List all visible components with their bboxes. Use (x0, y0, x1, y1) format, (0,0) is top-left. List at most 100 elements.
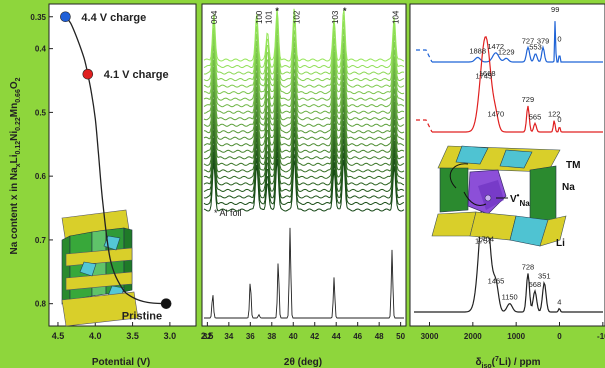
panel-b-x-tick-label: 42 (310, 332, 319, 341)
nmr-peak-label: 351 (538, 272, 551, 281)
panel-a-y-tick-label: 0.4 (35, 45, 47, 54)
panel-a-voltage-curve (64, 16, 167, 305)
label-na: Na (562, 182, 575, 193)
nmr-peak-label: 553 (529, 43, 542, 52)
nmr-peak-label: 568 (529, 280, 542, 289)
peak-label: 004 (210, 10, 219, 24)
state-label: Pristine (122, 311, 162, 323)
xrd-pattern (203, 92, 405, 147)
xrd-pattern (203, 159, 405, 212)
nmr-peak-label: 1668 (479, 69, 496, 78)
nmr-spectrum (414, 184, 603, 313)
xrd-pattern (203, 73, 405, 127)
panel-a-y-tick-label: 0.8 (35, 300, 47, 309)
panel-b-x-tick-label: 32 (203, 332, 212, 341)
panel-a-y-tick-label: 0.6 (35, 172, 47, 181)
panel-b: 004 100 101 * 102 103 * 104 * Al foil 32 34 36 38 4… (201, 3, 407, 368)
xrd-pattern (203, 144, 405, 199)
xrd-pattern (203, 151, 405, 206)
label-li: Li (556, 238, 565, 249)
panel-a-y-tick-label: 0.35 (30, 13, 46, 22)
nmr-peak-label: 1150 (502, 293, 518, 302)
panel-a-x-tick-label: 3.0 (164, 331, 177, 341)
spectrum-dashed-lead (416, 49, 433, 63)
label-vacancy: V•Na (510, 191, 530, 208)
panel-c-x-tick-label: -10 (597, 332, 605, 341)
nmr-peak-label: 99 (551, 5, 559, 14)
state-marker (160, 298, 172, 309)
panel-b-x-axis: 32 34 36 38 40 42 44 46 48 50 (203, 322, 406, 341)
xrd-pattern (203, 132, 405, 186)
panel-b-x-tick-label: 38 (267, 332, 276, 341)
panel-b-peak-labels: 004 100 101 * 102 103 * 104 (210, 6, 400, 24)
panel-a-y-axis: 0.35 0.4 0.5 0.6 0.7 0.8 (30, 13, 53, 309)
nmr-spectrum (432, 36, 603, 133)
xrd-pattern (203, 66, 405, 121)
peak-label: 104 (391, 10, 400, 24)
xrd-pattern (203, 47, 405, 101)
xrd-pattern (203, 20, 405, 75)
panel-c-x-axis: 3000 2000 1000 0 -10 (421, 322, 605, 341)
panel-b-stacked-patterns (203, 8, 405, 212)
state-label: 4.1 V charge (104, 69, 169, 81)
nmr-peak-label: 1472 (487, 42, 504, 51)
panel-a-y-tick-label: 0.7 (35, 236, 47, 245)
nmr-peak-label: 4 (557, 298, 561, 307)
state-marker (60, 11, 71, 23)
panel-b-x-tick-label: 44 (332, 332, 341, 341)
xrd-pattern (203, 98, 405, 153)
layered-structure-illustration (61, 209, 139, 327)
xrd-pattern (203, 41, 405, 95)
state-marker (82, 68, 94, 80)
panel-b-x-tick-label: 48 (375, 332, 384, 341)
nmr-peak-label: 0 (557, 115, 561, 124)
xrd-pattern (203, 87, 405, 140)
spectrum-dashed-lead (416, 119, 433, 133)
panel-a-ylabel: Na content x in NaxLi0.12Ni0.22Mn0.66O2 (9, 77, 22, 254)
nmr-peak-label: 1229 (498, 47, 515, 56)
xrd-pattern (203, 120, 405, 173)
panel-c-x-tick-label: 3000 (421, 332, 439, 341)
panel-b-x-tick-label: 40 (289, 332, 298, 341)
al-foil-annotation: * Al foil (214, 208, 242, 218)
xrd-pattern (203, 105, 405, 160)
panel-b-x-tick-label: 36 (246, 332, 255, 341)
nmr-peak-label: 729 (522, 95, 535, 104)
panel-c-xlabel: δiso(7Li) / ppm (475, 356, 540, 368)
peak-label: 101 (265, 10, 274, 24)
panel-a: Na content x in NaxLi0.12Ni0.22Mn0.66O2 … (9, 3, 214, 368)
panel-c-spectra (414, 21, 603, 313)
nmr-peak-label: 728 (522, 263, 535, 272)
peak-label: * (275, 6, 279, 16)
xrd-pattern (203, 81, 405, 134)
nmr-peak-label: 1704 (477, 235, 494, 244)
xrd-pattern (203, 35, 405, 88)
panel-b-xlabel: 2θ (deg) (284, 357, 322, 368)
panel-a-x-tick-label: 4.0 (89, 331, 102, 341)
label-tm: TM (566, 160, 580, 171)
peak-label: 100 (255, 10, 264, 24)
panel-c-x-tick-label: 2000 (464, 332, 482, 341)
panel-a-x-tick-label: 4.5 (52, 331, 65, 341)
nmr-peak-label: 565 (529, 112, 542, 121)
xrd-pattern (203, 27, 405, 82)
state-label: 4.4 V charge (81, 12, 146, 24)
panel-a-xlabel: Potential (V) (92, 357, 150, 368)
xrd-pattern (203, 112, 405, 166)
peak-label: 102 (292, 10, 301, 24)
panel-c-x-tick-label: 1000 (507, 332, 525, 341)
panel-a-x-tick-label: 2.5 (201, 331, 214, 341)
nmr-spectrum (432, 21, 603, 63)
nmr-peak-label: 1888 (469, 46, 486, 55)
nmr-peak-label: 379 (537, 36, 550, 45)
panel-b-x-tick-label: 46 (353, 332, 362, 341)
peak-label: * (343, 6, 347, 16)
nmr-peak-label: 1465 (488, 277, 505, 286)
panel-b-x-tick-label: 34 (224, 332, 233, 341)
xrd-pattern (203, 126, 405, 179)
vacancy-structure-illustration: TM Na Li V•Na (431, 145, 580, 249)
xrd-pattern (203, 59, 405, 114)
panel-a-y-tick-label: 0.5 (35, 108, 47, 117)
